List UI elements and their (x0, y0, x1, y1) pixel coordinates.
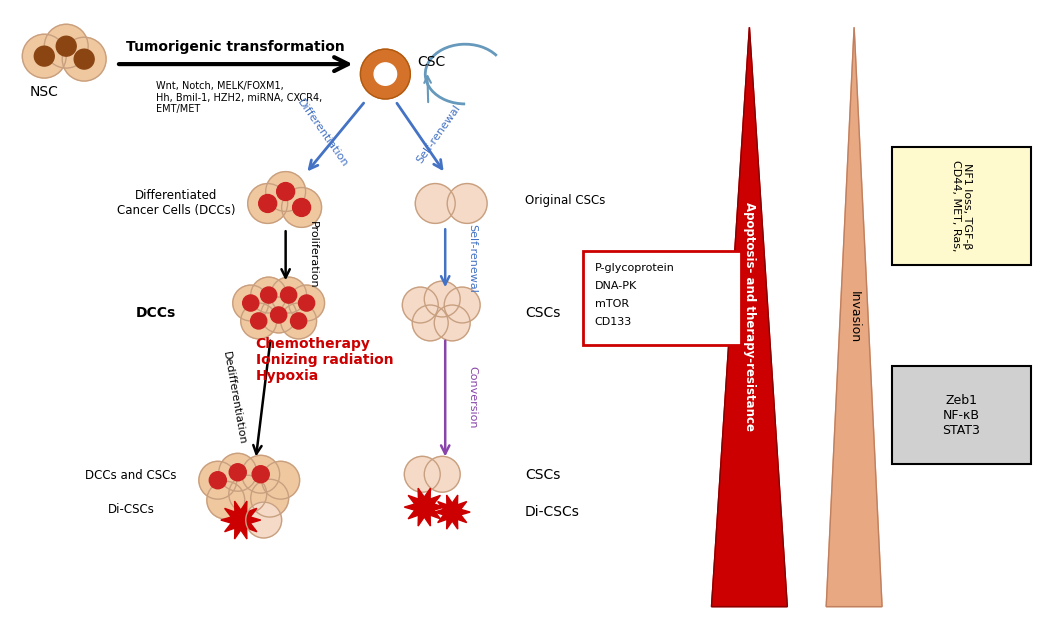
Circle shape (251, 277, 287, 313)
Circle shape (35, 46, 55, 66)
Circle shape (198, 461, 236, 499)
Polygon shape (435, 495, 470, 529)
Circle shape (233, 285, 269, 321)
Circle shape (374, 63, 397, 85)
Circle shape (252, 466, 269, 483)
Text: Self-renewal: Self-renewal (415, 103, 462, 165)
Text: Differentiation: Differentiation (295, 98, 350, 170)
Text: Conversion: Conversion (467, 366, 477, 429)
Circle shape (424, 456, 460, 492)
Text: Tumorigenic transformation: Tumorigenic transformation (126, 40, 345, 54)
Text: DCCs: DCCs (135, 306, 176, 320)
Text: CD133: CD133 (594, 317, 632, 327)
Circle shape (402, 287, 438, 323)
Circle shape (261, 461, 299, 499)
Circle shape (444, 287, 480, 323)
Circle shape (243, 295, 258, 311)
Text: Differentiated
Cancer Cells (DCCs): Differentiated Cancer Cells (DCCs) (117, 190, 235, 218)
Circle shape (413, 305, 448, 341)
Text: DCCs and CSCs: DCCs and CSCs (85, 468, 176, 482)
Circle shape (229, 464, 247, 481)
Circle shape (281, 187, 321, 227)
Circle shape (276, 182, 295, 200)
Circle shape (424, 281, 460, 317)
Circle shape (258, 195, 276, 213)
Circle shape (280, 303, 316, 339)
Circle shape (62, 37, 106, 81)
Circle shape (298, 295, 315, 311)
Text: CSCs: CSCs (525, 306, 561, 320)
Circle shape (416, 184, 456, 223)
Polygon shape (404, 488, 444, 526)
Circle shape (271, 277, 307, 313)
Text: Di-CSCs: Di-CSCs (107, 502, 154, 515)
Text: NF1 loss, TGF-β
CD44, MET, Ras,: NF1 loss, TGF-β CD44, MET, Ras, (950, 160, 972, 252)
Circle shape (360, 49, 411, 99)
Text: Apoptosis- and therapy-resistance: Apoptosis- and therapy-resistance (743, 203, 756, 431)
Circle shape (229, 475, 267, 513)
Text: Zeb1
NF-κB
STAT3: Zeb1 NF-κB STAT3 (943, 394, 981, 436)
Text: Self-renewal: Self-renewal (467, 224, 477, 293)
Text: NSC: NSC (29, 85, 59, 99)
Polygon shape (826, 27, 882, 607)
Circle shape (240, 303, 276, 339)
Text: P-glycoprotein: P-glycoprotein (594, 263, 675, 273)
Polygon shape (712, 27, 788, 607)
Text: Original CSCs: Original CSCs (525, 194, 606, 207)
Text: DNA-PK: DNA-PK (594, 281, 637, 291)
Text: Di-CSCs: Di-CSCs (525, 505, 580, 519)
Circle shape (207, 481, 245, 519)
Circle shape (447, 184, 487, 223)
Circle shape (293, 198, 311, 216)
Circle shape (404, 456, 440, 492)
Text: mTOR: mTOR (594, 299, 629, 309)
FancyBboxPatch shape (583, 252, 741, 345)
Circle shape (57, 36, 77, 56)
Circle shape (22, 34, 66, 78)
Circle shape (271, 307, 287, 323)
Circle shape (246, 502, 281, 538)
Circle shape (248, 184, 288, 223)
Circle shape (280, 287, 297, 303)
Text: Wnt, Notch, MELK/FOXM1,
Hh, Bmil-1, HZH2, miRNA, CXCR4,
EMT/MET: Wnt, Notch, MELK/FOXM1, Hh, Bmil-1, HZH2… (156, 81, 322, 114)
Circle shape (266, 172, 306, 211)
Text: CSCs: CSCs (525, 468, 561, 482)
Text: Chemotherapy
Ionizing radiation
Hypoxia: Chemotherapy Ionizing radiation Hypoxia (256, 337, 394, 383)
Text: CSC: CSC (417, 55, 445, 69)
Circle shape (242, 455, 279, 493)
Circle shape (435, 305, 470, 341)
Text: Proliferation: Proliferation (308, 221, 317, 289)
Text: Dedifferentiation: Dedifferentiation (220, 350, 247, 445)
Circle shape (251, 313, 267, 329)
FancyBboxPatch shape (892, 146, 1031, 265)
Circle shape (260, 287, 277, 303)
Circle shape (209, 472, 227, 489)
Circle shape (291, 313, 307, 329)
Circle shape (75, 49, 94, 69)
Polygon shape (220, 501, 260, 539)
Circle shape (260, 297, 296, 333)
Text: Invasion: Invasion (847, 291, 861, 343)
Circle shape (218, 454, 256, 491)
Circle shape (44, 24, 88, 68)
Circle shape (251, 479, 289, 517)
FancyBboxPatch shape (892, 366, 1031, 464)
Circle shape (289, 285, 324, 321)
